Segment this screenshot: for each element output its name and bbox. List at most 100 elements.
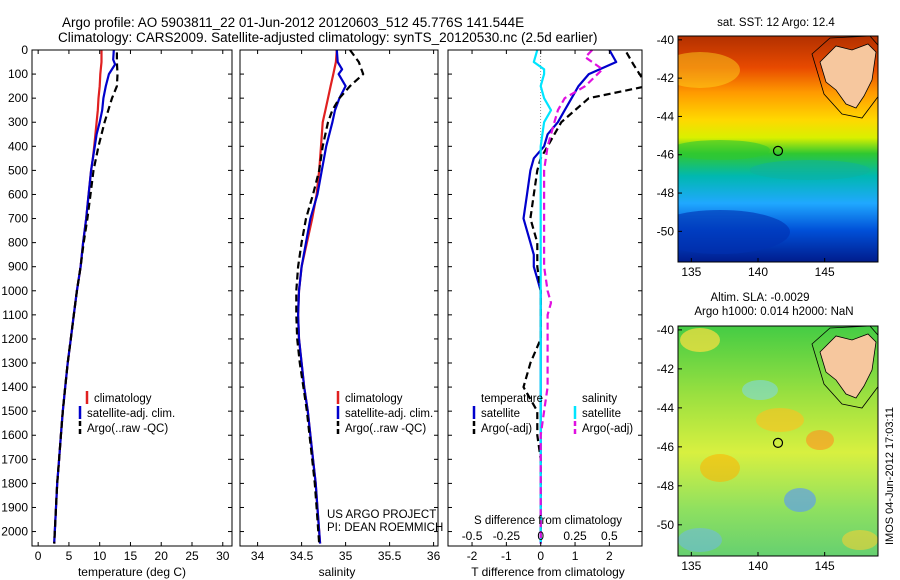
legend-label-t-argo: Argo(-adj) xyxy=(481,423,532,435)
depth-tick-label: 2000 xyxy=(1,525,28,539)
sla-low-patch xyxy=(784,488,816,512)
depth-tick-label: 1500 xyxy=(1,404,28,418)
lat-tick-label: -40 xyxy=(657,323,675,337)
lon-tick-label: 135 xyxy=(681,559,701,573)
x-tick-label: 34 xyxy=(251,549,265,563)
depth-tick-label: 1700 xyxy=(1,452,28,466)
temperature-series-group xyxy=(53,49,119,544)
x-tick-label: 5 xyxy=(66,549,73,563)
series-line-1 xyxy=(53,49,117,544)
salinity-series-group xyxy=(295,49,365,544)
x-tick-label: 1 xyxy=(572,549,579,563)
sla-high-patch xyxy=(842,530,878,550)
imos-stamp: IMOS 04-Jun-2012 17:03:11 xyxy=(884,407,896,545)
depth-tick-label: 600 xyxy=(8,187,28,201)
sst-map-axes: 135 140 145 -40 -42 -44 -46 -48 -50 xyxy=(657,33,835,279)
x-tick-label: 2 xyxy=(606,549,613,563)
depth-axis: 0 100 200 300 400 500 600 700 800 900 1000 1100 1200… xyxy=(1,43,642,539)
sla-map-frame xyxy=(677,325,879,557)
lon-tick-label: 140 xyxy=(748,265,768,279)
depth-tick-label: 1900 xyxy=(1,500,28,514)
difference-panel: -2 -1 0 1 2 -0.5 -0.25 0 0.25 0.5 S difference f… xyxy=(447,49,643,579)
lon-tick-label: 140 xyxy=(748,559,768,573)
depth-tick-label: 1600 xyxy=(1,428,28,442)
depth-tick-label: 900 xyxy=(8,260,28,274)
t-difference-x-axis: -2 -1 0 1 2 xyxy=(467,50,613,563)
s-tick-label: 0.25 xyxy=(563,529,587,543)
depth-tick-label: 1800 xyxy=(1,476,28,490)
legend-title-temperature: temperature xyxy=(481,393,543,405)
sla-high-patch xyxy=(700,454,740,482)
series-line-2 xyxy=(53,52,119,544)
lat-tick-label: -42 xyxy=(657,71,675,85)
series-line-2 xyxy=(295,49,365,544)
s-tick-label: -0.5 xyxy=(462,529,483,543)
series-line-0 xyxy=(522,49,618,544)
sla-map-title: Altim. SLA: -0.0029 xyxy=(710,292,809,304)
x-tick-label: 30 xyxy=(216,549,230,563)
lat-tick-label: -48 xyxy=(657,479,675,493)
temperature-x-axis: 0 5 10 15 20 25 30 xyxy=(35,50,230,563)
argo-float-marker xyxy=(772,437,784,448)
temperature-panel: 0100200300400500600700800900100011001200… xyxy=(1,43,642,579)
x-tick-label: -2 xyxy=(467,549,478,563)
credit-pi: PI: DEAN ROEMMICH xyxy=(327,522,443,534)
lat-tick-label: -46 xyxy=(657,148,675,162)
lon-tick-label: 145 xyxy=(815,265,835,279)
shelf-contour xyxy=(811,36,878,119)
temperature-xlabel: temperature (deg C) xyxy=(78,565,186,579)
x-tick-label: 0 xyxy=(537,549,544,563)
difference-series-group xyxy=(522,49,642,544)
sla-map: Altim. SLA: -0.0029 Argo h1000: 0.014 h2… xyxy=(657,292,879,573)
lat-tick-label: -48 xyxy=(657,186,675,200)
legend-label-s-argo: Argo(-adj) xyxy=(582,423,633,435)
sla-low-patch xyxy=(678,528,722,552)
s-tick-label: 0.5 xyxy=(601,529,618,543)
depth-tick-label: 500 xyxy=(8,163,28,177)
legend-title-salinity: salinity xyxy=(582,393,617,405)
x-tick-label: 35.5 xyxy=(378,549,402,563)
series-line-1 xyxy=(522,51,642,544)
figure-title-line2: Climatology: CARS2009. Satellite-adjuste… xyxy=(58,30,598,45)
sst-map: sat. SST: 12 Argo: 12.4 135 140 145 -40 -42 -… xyxy=(657,17,879,279)
x-tick-label: 34.5 xyxy=(290,549,314,563)
x-tick-label: 0 xyxy=(35,549,42,563)
temperature-axes-frame xyxy=(31,49,233,547)
depth-tick-label: 1100 xyxy=(2,308,28,322)
legend-label-satellite: satellite-adj. clim. xyxy=(345,408,433,420)
salinity-legend: climatology satellite-adj. clim. Argo(..… xyxy=(336,391,433,435)
difference-legend: temperature salinity satellite Argo(-adj… xyxy=(472,393,633,435)
depth-tick-label: 1000 xyxy=(1,284,28,298)
sla-high-patch xyxy=(756,408,804,432)
difference-axes-frame xyxy=(447,49,643,547)
s-difference-scale: -0.5 -0.25 0 0.25 0.5 xyxy=(462,529,618,543)
legend-label-climatology: climatology xyxy=(345,393,403,405)
lat-tick-label: -42 xyxy=(657,362,675,376)
salinity-xlabel: salinity xyxy=(319,565,356,579)
tasmania-land xyxy=(819,43,877,109)
depth-tick-label: 100 xyxy=(8,67,28,81)
credit-project: US ARGO PROJECT xyxy=(327,509,436,521)
legend-label-argo: Argo(..raw -QC) xyxy=(345,423,426,435)
salinity-axes-frame xyxy=(239,49,439,547)
series-line-0 xyxy=(53,50,103,544)
lat-tick-label: -50 xyxy=(657,518,675,532)
sst-map-frame xyxy=(677,35,879,263)
lon-tick-label: 135 xyxy=(681,265,701,279)
sla-low-patch xyxy=(742,380,778,400)
temperature-legend: climatology satellite-adj. clim. Argo(..… xyxy=(78,391,175,435)
s-tick-label: 0 xyxy=(537,529,544,543)
sst-cold-patch xyxy=(678,210,790,254)
depth-tick-label: 0 xyxy=(21,43,28,57)
lat-tick-label: -44 xyxy=(657,109,675,123)
legend-label-climatology: climatology xyxy=(94,393,152,405)
sla-high-patch xyxy=(806,430,834,450)
sla-map-subtitle: Argo h1000: 0.014 h2000: NaN xyxy=(694,306,853,318)
sla-map-axes: 135 140 145 -40 -42 -44 -46 -48 -50 xyxy=(657,323,835,573)
sla-high-patch xyxy=(680,328,720,352)
x-tick-label: 10 xyxy=(93,549,107,563)
series-line-1 xyxy=(297,49,347,544)
depth-tick-label: 700 xyxy=(8,212,28,226)
salinity-panel: 34 34.5 35 35.5 36 salinity climatology sate… xyxy=(239,49,443,579)
depth-tick-label: 1400 xyxy=(1,380,28,394)
